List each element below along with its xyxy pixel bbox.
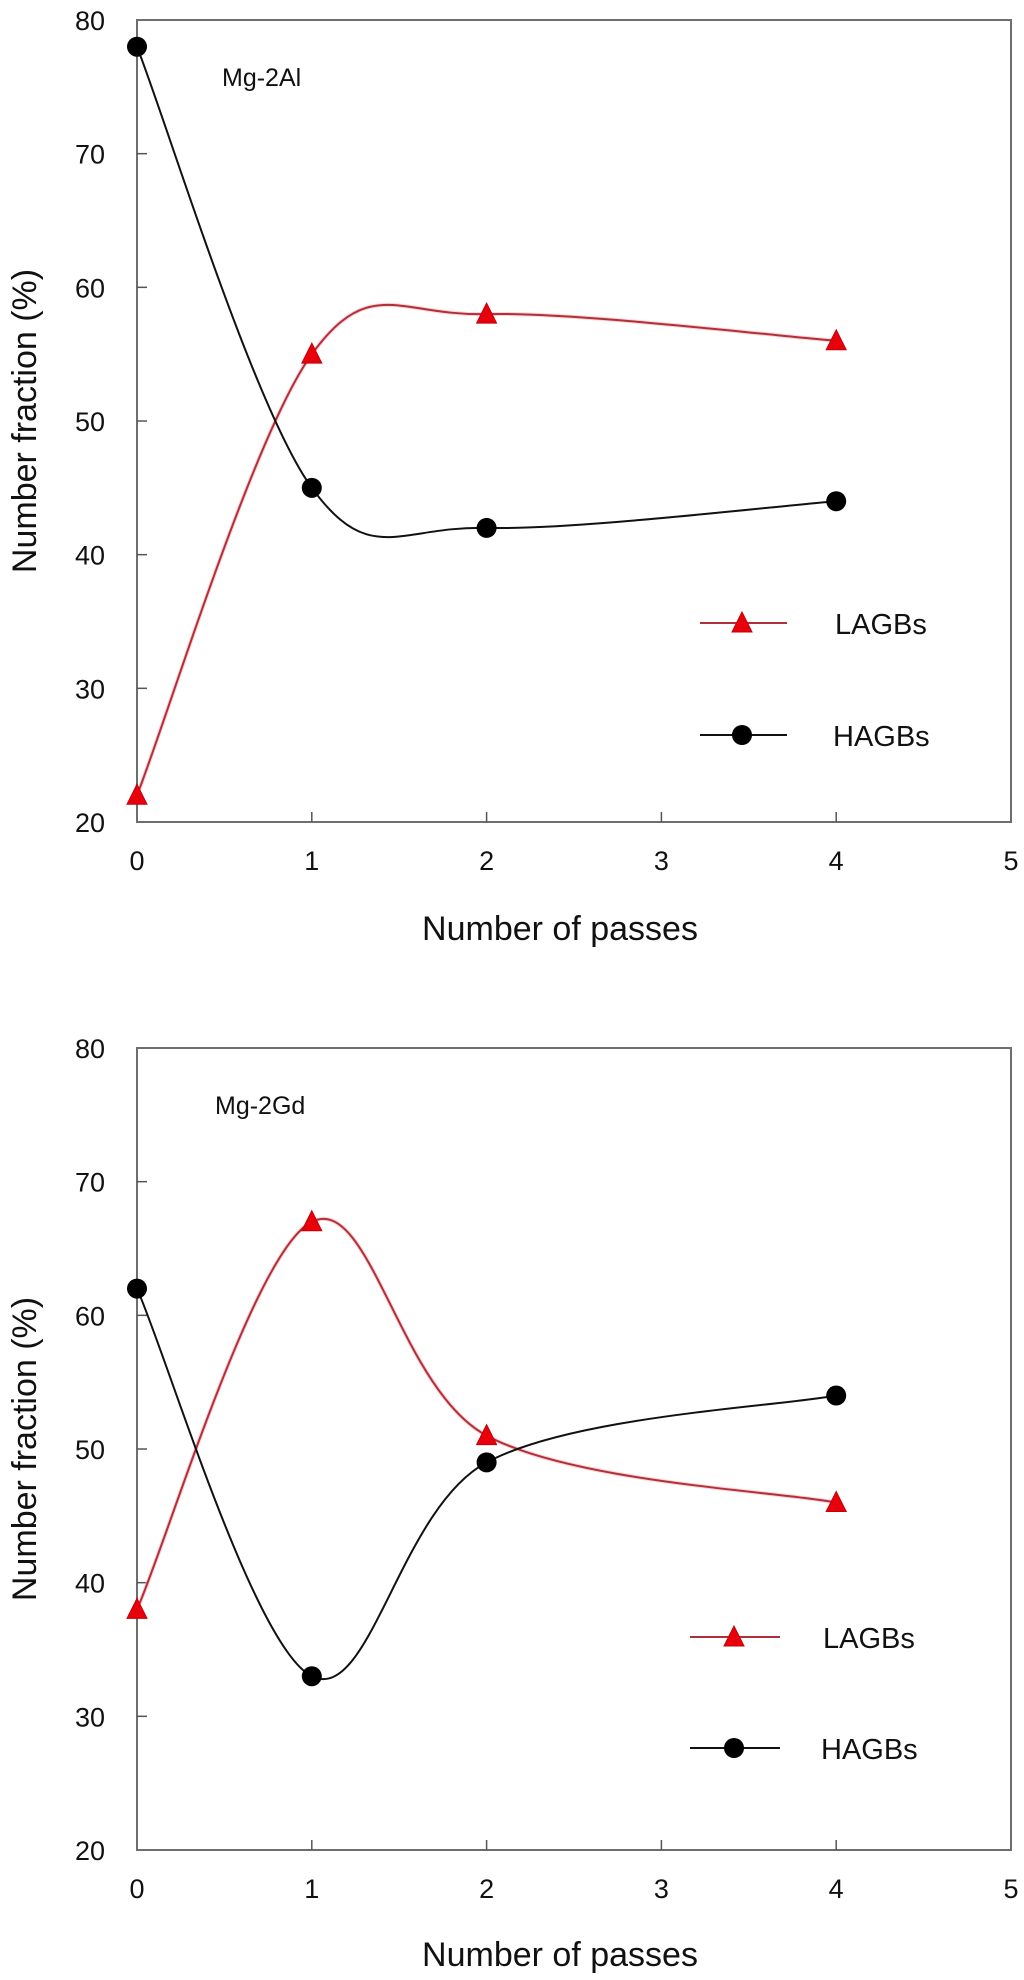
series-layer [126, 36, 848, 805]
series-line-lagbs [136, 303, 837, 796]
series-line-glow-lagbs [135, 302, 837, 797]
data-point-hagbs [826, 1385, 847, 1406]
data-point-lagbs [126, 783, 148, 805]
x-tick-label: 2 [479, 1874, 494, 1904]
legend-triangle-icon [723, 1624, 745, 1647]
series-line-lagbs [136, 1218, 837, 1610]
legend-label-hagbs: HAGBs [821, 1734, 918, 1766]
legend-label-lagbs: LAGBs [835, 609, 927, 641]
data-point-hagbs [127, 36, 147, 57]
x-tick-label: 3 [654, 1874, 669, 1904]
legend-triangle-icon [731, 610, 753, 633]
x-tick-label: 0 [129, 1874, 144, 1904]
y-tick-label: 20 [75, 808, 105, 838]
legend-item-lagbs: LAGBs [690, 1623, 915, 1655]
y-ticks: 20 30 40 50 60 70 80 [75, 6, 147, 838]
y-tick-label: 40 [75, 1569, 105, 1599]
y-axis-title: Number fraction (%) [6, 269, 44, 573]
x-tick-label: 5 [1003, 1874, 1018, 1904]
x-tick-label: 5 [1003, 846, 1018, 876]
y-tick-label: 70 [75, 1168, 105, 1198]
x-axis-title: Number of passes [422, 1936, 698, 1974]
x-ticks: 0 1 2 3 4 5 [129, 1840, 1019, 1904]
series-line-glow-lagbs [135, 1217, 837, 1611]
legend-label-lagbs: LAGBs [823, 1623, 915, 1655]
y-tick-label: 50 [75, 1435, 105, 1465]
legend-item-hagbs: HAGBs [700, 721, 930, 753]
y-ticks: 20 30 40 50 60 70 80 [75, 1034, 147, 1866]
legend-circle-icon [732, 725, 752, 745]
data-point-lagbs [825, 328, 848, 351]
plot-frame [136, 19, 1012, 823]
y-tick-label: 40 [75, 541, 105, 571]
y-tick-label: 30 [75, 1702, 105, 1732]
legend: LAGBs HAGBs [700, 609, 930, 753]
y-tick-label: 60 [75, 273, 105, 303]
y-tick-label: 70 [75, 140, 105, 170]
legend-label-hagbs: HAGBs [833, 721, 930, 753]
series-line-hagbs [136, 1288, 837, 1680]
series-line-hagbs [136, 46, 837, 539]
data-point-lagbs [300, 1209, 323, 1232]
x-tick-label: 4 [829, 846, 844, 876]
plot-frame [136, 1047, 1012, 1851]
data-point-hagbs [301, 477, 322, 498]
legend: LAGBs HAGBs [690, 1623, 918, 1766]
x-tick-label: 1 [304, 846, 319, 876]
data-point-lagbs [300, 342, 323, 364]
chart-mg-2gd: 20 30 40 50 60 70 80 0 1 2 3 4 5 Number fraction (%… [6, 1034, 1019, 1974]
y-tick-label: 20 [75, 1836, 105, 1866]
y-tick-label: 30 [75, 674, 105, 704]
data-point-lagbs [475, 1423, 498, 1446]
alloy-annotation: Mg-2Gd [215, 1092, 305, 1120]
data-point-lagbs [825, 1490, 848, 1512]
x-tick-label: 1 [304, 1874, 319, 1904]
series-layer [126, 1209, 848, 1687]
x-tick-label: 4 [829, 1874, 844, 1904]
alloy-annotation: Mg-2Al [222, 64, 301, 92]
y-tick-label: 60 [75, 1301, 105, 1331]
data-point-lagbs [126, 1597, 148, 1619]
x-ticks: 0 1 2 3 4 5 [129, 812, 1019, 876]
x-tick-label: 2 [479, 846, 494, 876]
x-axis-title: Number of passes [422, 910, 698, 948]
x-tick-label: 3 [654, 846, 669, 876]
chart-mg-2al: 20 30 40 50 60 70 80 0 1 2 3 4 5 Number fraction (%… [6, 6, 1019, 948]
data-point-hagbs [476, 1452, 497, 1473]
legend-circle-icon [724, 1738, 744, 1758]
data-point-lagbs [475, 301, 498, 324]
x-tick-label: 0 [129, 846, 144, 876]
y-tick-label: 80 [75, 6, 105, 36]
legend-item-lagbs: LAGBs [700, 609, 927, 641]
data-point-hagbs [127, 1278, 147, 1299]
y-tick-label: 50 [75, 407, 105, 437]
data-point-hagbs [301, 1666, 322, 1687]
data-point-hagbs [826, 491, 847, 512]
data-point-hagbs [476, 517, 497, 538]
y-axis-title: Number fraction (%) [6, 1297, 44, 1601]
y-tick-label: 80 [75, 1034, 105, 1064]
legend-item-hagbs: HAGBs [690, 1734, 918, 1766]
